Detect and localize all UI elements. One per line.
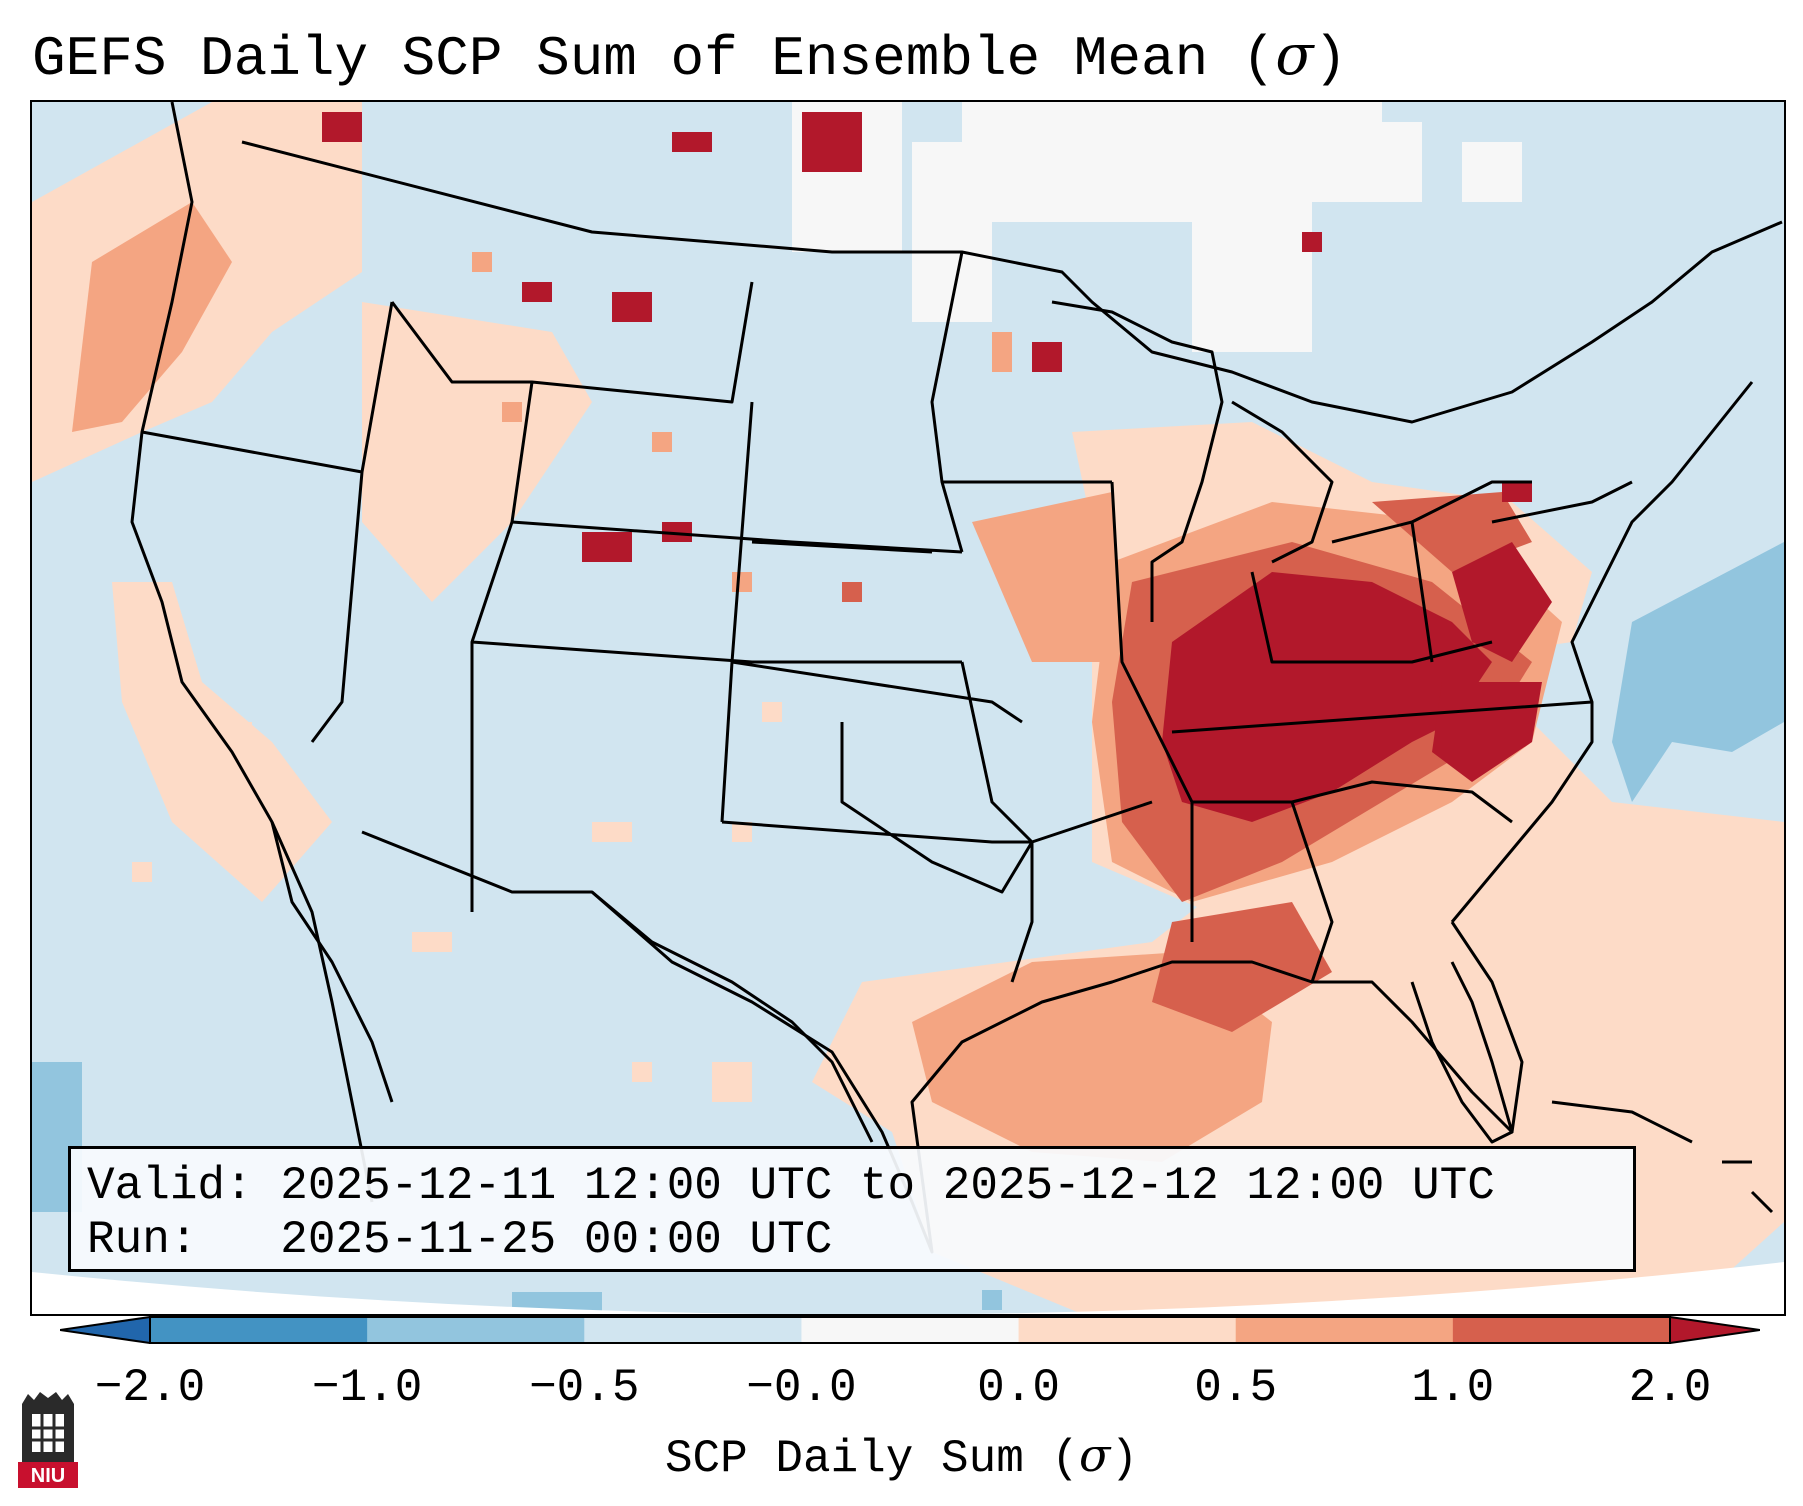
valid-time-text: Valid: 2025-12-11 12:00 UTC to 2025-12-1… xyxy=(87,1160,1495,1212)
state-lines xyxy=(141,251,1633,983)
colorbar-tick-label: −1.0 xyxy=(311,1362,423,1414)
logo-text: NIU xyxy=(31,1465,65,1487)
us-canada-border xyxy=(241,140,1783,424)
colorbar-bin xyxy=(1235,1317,1454,1343)
colorbar-tick-label: 1.0 xyxy=(1411,1362,1495,1414)
boundaries xyxy=(130,102,1783,1254)
chart-title: GEFS Daily SCP Sum of Ensemble Mean (σ) xyxy=(32,23,1348,91)
great-lakes xyxy=(1051,300,1532,622)
colorbar-tick-label: 0.0 xyxy=(977,1362,1060,1414)
colorbar xyxy=(60,1316,1760,1344)
east-coast xyxy=(1450,381,1754,923)
map-panel: Valid: 2025-12-11 12:00 UTC to 2025-12-1… xyxy=(30,100,1786,1316)
colorbar-tick-label: 0.5 xyxy=(1194,1362,1278,1414)
colorbar-bin xyxy=(1452,1317,1671,1343)
colorbar-bin xyxy=(150,1317,368,1343)
colorbar-tick-label: −0.5 xyxy=(529,1362,640,1414)
colorbar-bin xyxy=(584,1317,802,1343)
colorbar-bin xyxy=(367,1317,585,1343)
colorbar-bin xyxy=(801,1317,1020,1343)
valid-run-info-box: Valid: 2025-12-11 12:00 UTC to 2025-12-1… xyxy=(68,1146,1636,1272)
mexico-border xyxy=(361,830,874,1143)
colorbar-outline xyxy=(149,1316,1671,1344)
gulf-coast xyxy=(591,890,1524,1254)
near-zero-areas xyxy=(792,102,1522,352)
colorbar-tick-label: −2.0 xyxy=(94,1362,206,1414)
colorbar-extend-high xyxy=(1670,1317,1760,1343)
projection-edge xyxy=(32,1262,1784,1314)
colorbar-tick-label: −0.0 xyxy=(746,1362,857,1414)
colorbar-label: SCP Daily Sum (σ) xyxy=(664,1428,1139,1485)
run-time-text: Run: 2025-11-25 00:00 UTC xyxy=(87,1214,833,1266)
colorbar-tick-label: 2.0 xyxy=(1628,1362,1712,1414)
west-coast xyxy=(130,102,374,1203)
niu-logo-icon: NIU xyxy=(18,1392,78,1488)
caribbean-islands xyxy=(1551,1100,1774,1214)
florida xyxy=(1410,961,1514,1144)
colorbar-extend-low xyxy=(60,1317,150,1343)
scp-map xyxy=(32,102,1784,1314)
colorbar-bin xyxy=(1018,1317,1237,1343)
baja xyxy=(270,821,394,1103)
